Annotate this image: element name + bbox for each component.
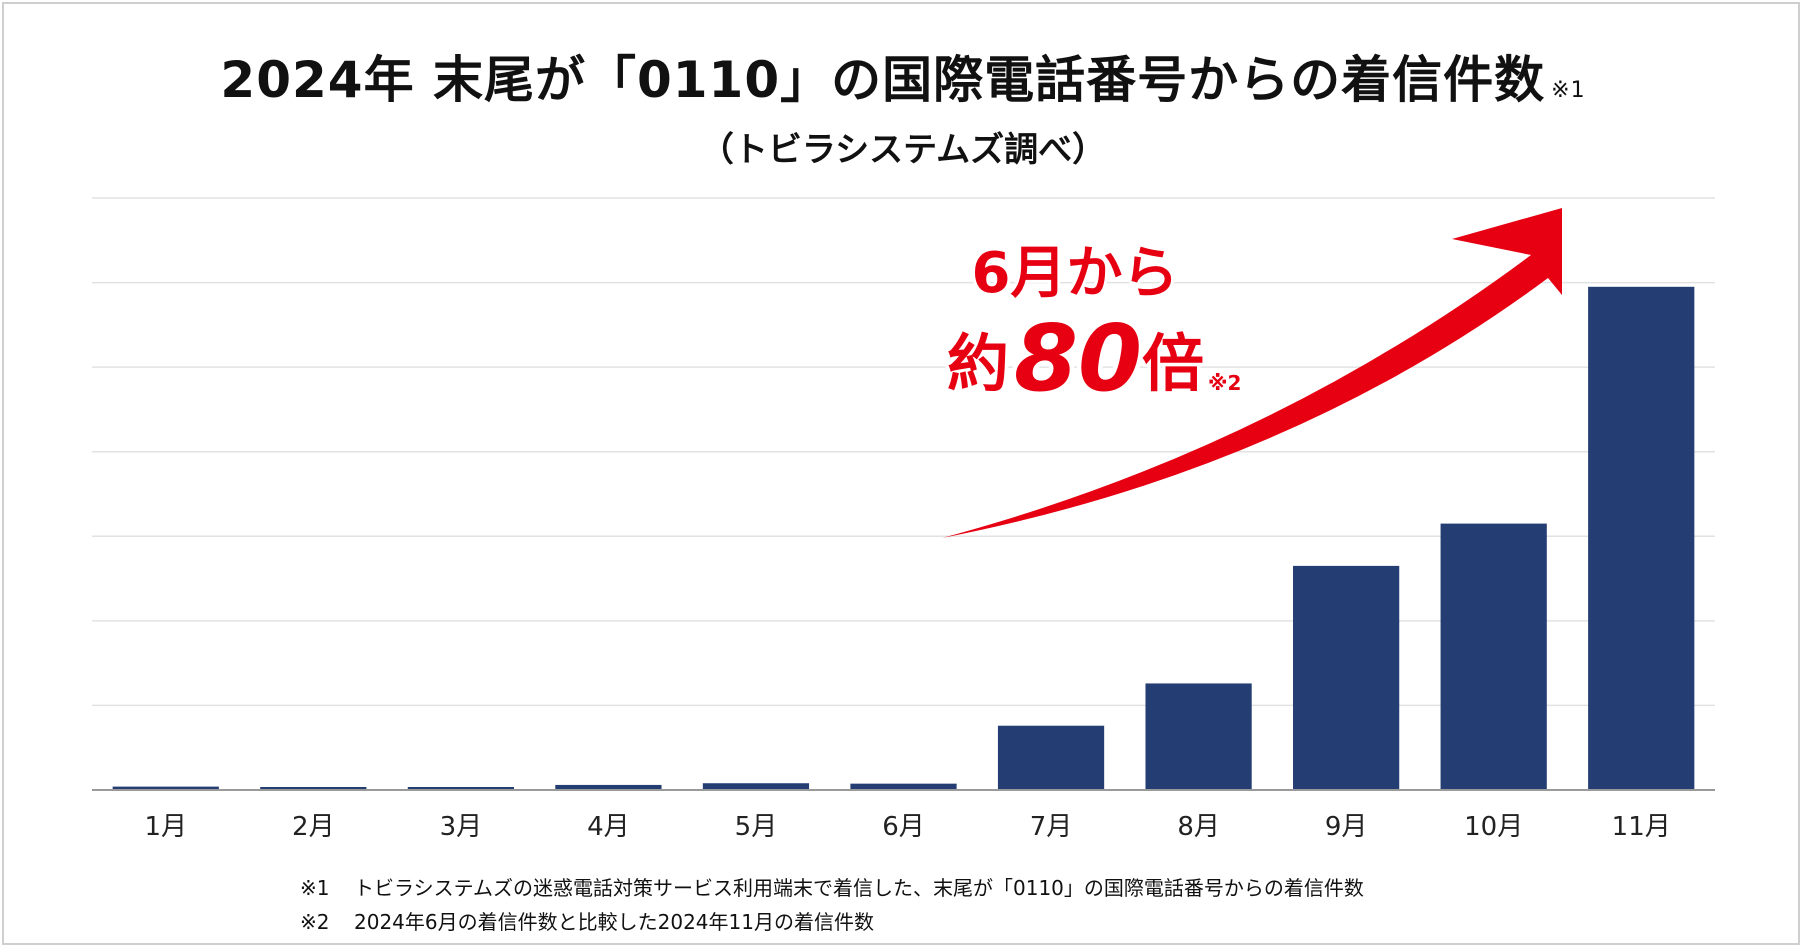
- x-tick-label: 7月: [1030, 812, 1073, 842]
- x-tick-label: 4月: [587, 812, 630, 842]
- x-tick-label: 9月: [1325, 812, 1368, 842]
- x-tick-label: 3月: [440, 812, 483, 842]
- bar-10: [1440, 523, 1547, 790]
- chart-title: 2024年 末尾が「0110」の国際電話番号からの着信件数 ※1: [0, 40, 1806, 112]
- x-tick-label: 1月: [144, 812, 187, 842]
- x-tick-label: 2月: [292, 812, 335, 842]
- footnote-2-text: 2024年6月の着信件数と比較した2024年11月の着信件数: [354, 910, 874, 934]
- bar-6: [850, 783, 957, 790]
- bar-8: [1145, 683, 1252, 790]
- chart-subtitle: （トビラシステムズ調べ）: [699, 130, 1107, 170]
- callout-prefix: 約: [947, 327, 1009, 400]
- footnote-2-mark: ※2: [300, 910, 330, 934]
- bar-1: [112, 786, 219, 790]
- footnote-1-text: トビラシステムズの迷惑電話対策サービス利用端末で着信した、末尾が「0110」の国…: [354, 876, 1364, 900]
- bars: [112, 286, 1695, 790]
- bar-9: [1293, 565, 1400, 790]
- x-tick-label: 10月: [1464, 812, 1523, 842]
- callout-number: 80: [1014, 305, 1142, 412]
- x-tick-label: 6月: [882, 812, 925, 842]
- x-tick-label: 11月: [1612, 812, 1671, 842]
- x-tick-label: 8月: [1177, 812, 1220, 842]
- callout-line1: 6月から: [972, 241, 1179, 306]
- callout-footnote-ref: ※2: [1208, 371, 1241, 395]
- bar-11: [1588, 286, 1695, 790]
- trend-arrow: [942, 208, 1562, 538]
- bar-7: [997, 725, 1105, 790]
- callout-suffix: 倍: [1142, 327, 1204, 400]
- footnote-1-mark: ※1: [300, 876, 330, 900]
- bar-2: [260, 787, 367, 790]
- x-tick-labels: 1月 2月 3月 4月 5月 6月 7月 8月 9月 10月 11月: [144, 812, 1670, 842]
- bar-5: [702, 783, 810, 790]
- chart-title-text: 2024年 末尾が「0110」の国際電話番号からの着信件数: [220, 51, 1546, 109]
- footnote-1: ※1 トビラシステムズの迷惑電話対策サービス利用端末で着信した、末尾が「0110」…: [300, 872, 1364, 901]
- footnote-2: ※2 2024年6月の着信件数と比較した2024年11月の着信件数: [300, 906, 874, 935]
- x-tick-label: 5月: [735, 812, 778, 842]
- title-footnote-ref: ※1: [1551, 78, 1586, 103]
- bar-4: [555, 784, 662, 790]
- bar-3: [407, 787, 514, 790]
- callout: 6月から 約 80 倍 ※2: [943, 238, 1243, 417]
